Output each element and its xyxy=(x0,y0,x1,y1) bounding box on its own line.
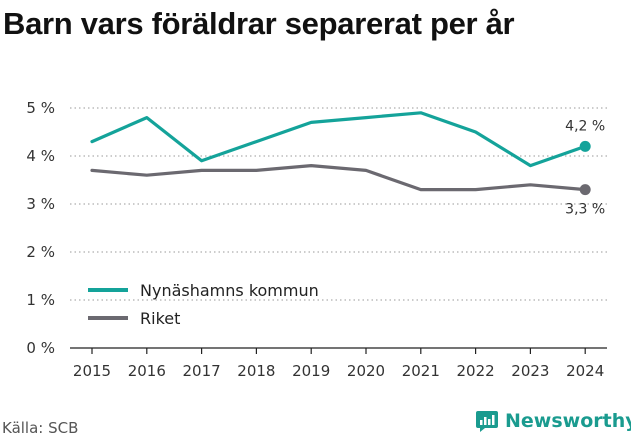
newsworthy-brand[interactable]: Newsworthy xyxy=(475,409,631,433)
series-end-label: 3,3 % xyxy=(565,202,605,218)
x-tick-label: 2018 xyxy=(237,362,275,380)
series-lines: 4,2 % 3,3 % xyxy=(90,111,605,218)
source-note: Källa: SCB xyxy=(2,419,79,437)
legend: Nynäshamns kommun Riket xyxy=(88,281,319,328)
y-axis-ticks: 0 % 1 % 2 % 3 % 4 % 5 % xyxy=(26,99,55,357)
x-tick-label: 2016 xyxy=(128,362,166,380)
y-tick-label: 3 % xyxy=(26,195,55,213)
brand-name: Newsworthy xyxy=(505,410,631,432)
series-end-point xyxy=(579,140,591,152)
x-tick-label: 2015 xyxy=(73,362,111,380)
x-tick-label: 2023 xyxy=(511,362,549,380)
chart-title: Barn vars föräldrar separerat per år xyxy=(3,6,515,41)
series-line xyxy=(90,164,587,192)
x-tick-label: 2017 xyxy=(183,362,221,380)
y-tick-label: 5 % xyxy=(26,99,55,117)
newsworthy-logo-icon xyxy=(476,411,498,432)
x-tick-label: 2022 xyxy=(457,362,495,380)
legend-label: Nynäshamns kommun xyxy=(140,281,319,300)
series-line xyxy=(90,111,587,168)
grid-lines xyxy=(70,107,607,301)
legend-label: Riket xyxy=(140,309,180,328)
series-end-point xyxy=(579,184,591,196)
x-tick-label: 2024 xyxy=(566,362,604,380)
x-axis: 2015 2016 2017 2018 2019 2020 2021 2022 2023 2024 xyxy=(70,347,607,380)
x-tick-label: 2021 xyxy=(402,362,440,380)
series-end-label: 4,2 % xyxy=(565,118,605,134)
y-tick-label: 0 % xyxy=(26,339,55,357)
x-tick-label: 2019 xyxy=(292,362,330,380)
x-tick-label: 2020 xyxy=(347,362,385,380)
y-tick-label: 4 % xyxy=(26,147,55,165)
y-tick-label: 1 % xyxy=(26,291,55,309)
y-tick-label: 2 % xyxy=(26,243,55,261)
